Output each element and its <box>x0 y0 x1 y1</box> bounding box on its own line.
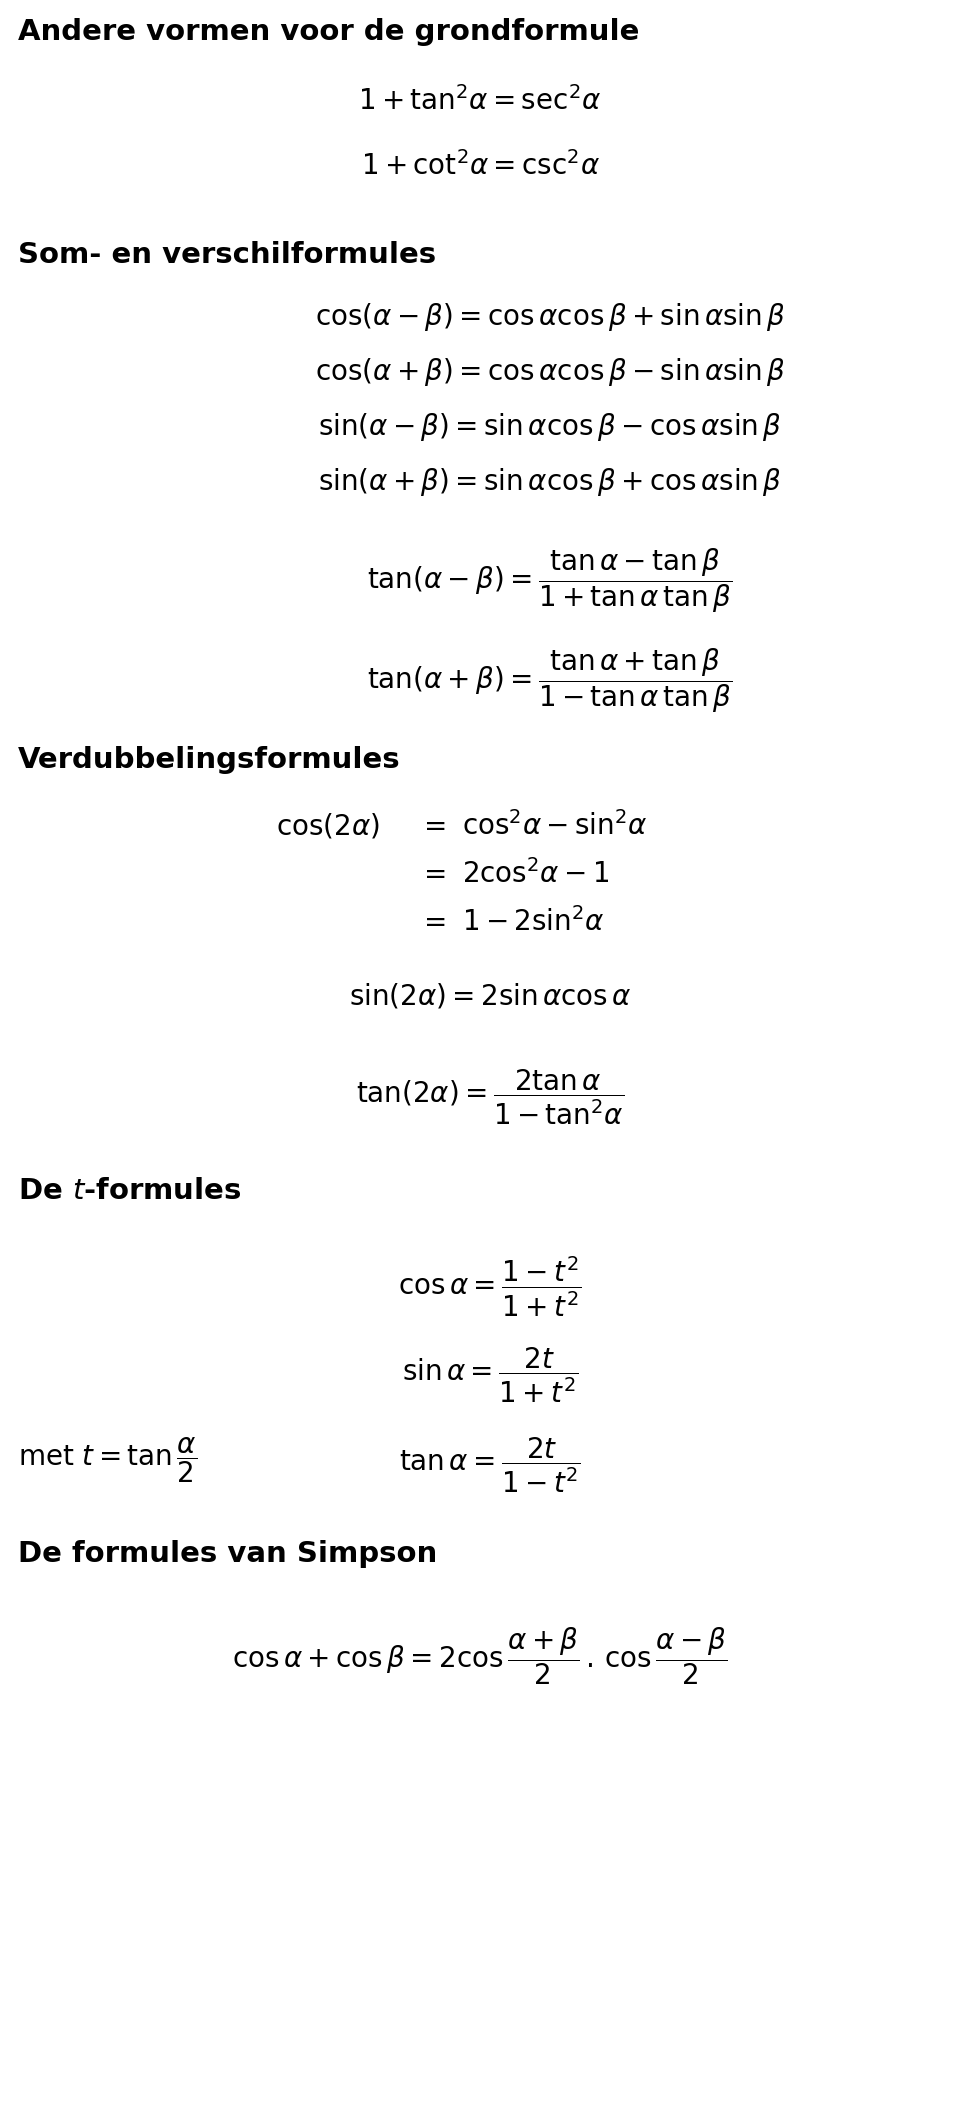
Text: $\cos(\alpha + \beta) = \cos\alpha\cos\beta - \sin\alpha\sin\beta$: $\cos(\alpha + \beta) = \cos\alpha\cos\b… <box>315 356 785 387</box>
Text: $2\cos^2\!\alpha - 1$: $2\cos^2\!\alpha - 1$ <box>462 860 610 889</box>
Text: $\tan\alpha = \dfrac{2t}{1 - t^2}$: $\tan\alpha = \dfrac{2t}{1 - t^2}$ <box>399 1435 581 1495</box>
Text: $\tan(\alpha - \beta) = \dfrac{\tan\alpha - \tan\beta}{1 + \tan\alpha\,\tan\beta: $\tan(\alpha - \beta) = \dfrac{\tan\alph… <box>368 546 732 614</box>
Text: $\cos^2\!\alpha - \sin^2\!\alpha$: $\cos^2\!\alpha - \sin^2\!\alpha$ <box>462 811 648 840</box>
Text: $\cos\alpha + \cos\beta = 2\cos\dfrac{\alpha+\beta}{2}\,.\,\cos\dfrac{\alpha-\be: $\cos\alpha + \cos\beta = 2\cos\dfrac{\a… <box>232 1626 728 1687</box>
Text: De formules van Simpson: De formules van Simpson <box>18 1539 437 1569</box>
Text: Verdubbelingsformules: Verdubbelingsformules <box>18 745 400 775</box>
Text: met $t = \tan\dfrac{\alpha}{2}$: met $t = \tan\dfrac{\alpha}{2}$ <box>18 1435 197 1484</box>
Text: De $t$-formules: De $t$-formules <box>18 1177 241 1205</box>
Text: $1 + \cot^2\!\alpha = \csc^2\!\alpha$: $1 + \cot^2\!\alpha = \csc^2\!\alpha$ <box>361 150 599 180</box>
Text: $\sin(\alpha + \beta) = \sin\alpha\cos\beta + \cos\alpha\sin\beta$: $\sin(\alpha + \beta) = \sin\alpha\cos\b… <box>318 466 781 497</box>
Text: $1 - 2\sin^2\!\alpha$: $1 - 2\sin^2\!\alpha$ <box>462 906 605 938</box>
Text: $\sin(\alpha - \beta) = \sin\alpha\cos\beta - \cos\alpha\sin\beta$: $\sin(\alpha - \beta) = \sin\alpha\cos\b… <box>318 411 781 442</box>
Text: $\cos\alpha = \dfrac{1 - t^2}{1 + t^2}$: $\cos\alpha = \dfrac{1 - t^2}{1 + t^2}$ <box>398 1255 582 1319</box>
Text: $\sin(2\alpha) = 2\sin\alpha\cos\alpha$: $\sin(2\alpha) = 2\sin\alpha\cos\alpha$ <box>348 982 632 1012</box>
Text: $\sin\alpha = \dfrac{2t}{1 + t^2}$: $\sin\alpha = \dfrac{2t}{1 + t^2}$ <box>402 1344 578 1404</box>
Text: $\tan(2\alpha) = \dfrac{2\tan\alpha}{1 - \tan^2\!\alpha}$: $\tan(2\alpha) = \dfrac{2\tan\alpha}{1 -… <box>356 1067 624 1126</box>
Text: $\tan(\alpha + \beta) = \dfrac{\tan\alpha + \tan\beta}{1 - \tan\alpha\,\tan\beta: $\tan(\alpha + \beta) = \dfrac{\tan\alph… <box>368 646 732 716</box>
Text: $\cos(2\alpha)$: $\cos(2\alpha)$ <box>276 811 380 840</box>
Text: $1 + \tan^2\!\alpha = \sec^2\!\alpha$: $1 + \tan^2\!\alpha = \sec^2\!\alpha$ <box>358 87 602 116</box>
Text: $=$: $=$ <box>419 860 445 887</box>
Text: $\cos(\alpha - \beta) = \cos\alpha\cos\beta + \sin\alpha\sin\beta$: $\cos(\alpha - \beta) = \cos\alpha\cos\b… <box>315 301 785 332</box>
Text: Andere vormen voor de grondformule: Andere vormen voor de grondformule <box>18 19 639 47</box>
Text: Som- en verschilformules: Som- en verschilformules <box>18 241 436 269</box>
Text: $=$: $=$ <box>419 906 445 936</box>
Text: $=$: $=$ <box>419 811 445 838</box>
